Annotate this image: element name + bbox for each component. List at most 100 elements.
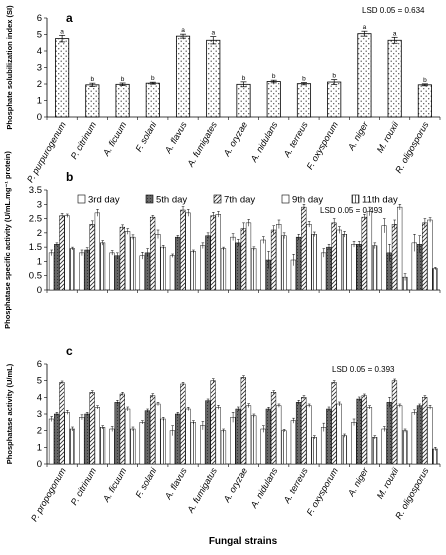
category-label: A. oryzae	[221, 466, 249, 505]
y-tick-label: 0	[37, 112, 42, 123]
bar	[336, 403, 342, 465]
bar	[366, 211, 373, 291]
bar	[230, 236, 236, 291]
bar	[320, 252, 327, 291]
bar	[422, 222, 428, 291]
category-label: F. solani	[133, 119, 159, 153]
bar	[356, 244, 362, 291]
bar	[85, 84, 100, 118]
bar	[391, 224, 398, 291]
y-tick-label: 3	[37, 63, 42, 74]
lsd-annotation: LSD 0.05 = 0.634	[362, 6, 425, 15]
bar	[402, 430, 408, 465]
bar	[89, 224, 95, 291]
category-label: A. terreus	[281, 120, 310, 160]
category-label: A. ficuum	[100, 120, 128, 159]
legend-swatch	[77, 194, 86, 204]
bar	[260, 239, 266, 291]
bar	[145, 82, 160, 118]
significance-letter: b	[91, 76, 95, 83]
category-label: P. purpurogenum	[25, 120, 68, 185]
bar	[341, 234, 348, 291]
legend-label: 3rd day	[88, 195, 120, 206]
bar	[230, 417, 236, 465]
bar	[175, 413, 181, 465]
category-label: F. oxysporum	[305, 466, 341, 518]
y-tick-label: 0.5	[29, 271, 42, 282]
bar	[306, 224, 312, 291]
bar	[357, 33, 372, 118]
bar	[251, 248, 257, 291]
significance-letter: a	[181, 27, 185, 34]
bar	[144, 252, 151, 291]
bar	[59, 215, 65, 291]
bar	[371, 245, 378, 291]
bar	[84, 249, 90, 291]
bar	[48, 418, 55, 465]
bar	[427, 407, 433, 465]
y-tick-label: 2.5	[29, 214, 42, 225]
bar	[160, 418, 166, 465]
legend-swatch	[145, 194, 154, 204]
bar	[59, 382, 65, 465]
y-tick-label: 2	[37, 79, 42, 90]
bar	[215, 214, 221, 291]
bar	[432, 268, 438, 291]
bar	[139, 255, 145, 291]
bar	[351, 244, 357, 291]
bar	[306, 405, 312, 465]
bar	[290, 420, 296, 465]
lsd-annotation: LSD 0.05 = 0.493	[320, 206, 383, 215]
y-tick-label: 2	[37, 426, 42, 437]
bar	[336, 229, 342, 291]
category-label: P. citrinum	[69, 466, 99, 507]
bar	[94, 212, 100, 291]
bar	[326, 408, 332, 465]
legend-label: 7th day	[224, 195, 255, 206]
bar	[155, 234, 161, 291]
bar	[210, 380, 216, 465]
category-label: R. oligosporus	[393, 466, 431, 521]
bar	[270, 392, 277, 465]
bar	[260, 428, 266, 465]
bar	[119, 226, 126, 291]
bar	[99, 427, 106, 465]
bar	[149, 216, 156, 291]
y-tick-label: 1.5	[29, 242, 42, 253]
significance-letter: b	[302, 76, 306, 83]
bar	[270, 229, 277, 291]
bar	[327, 81, 342, 118]
bar	[417, 84, 432, 118]
bar	[320, 427, 327, 465]
y-tick-label: 6	[37, 13, 42, 24]
bar	[397, 405, 403, 465]
bar	[190, 251, 196, 291]
category-label: A. flavus	[162, 120, 189, 156]
bar	[245, 405, 252, 465]
bar	[366, 407, 373, 465]
category-label: A. fumigates	[185, 120, 219, 170]
bar	[149, 395, 156, 465]
bar	[386, 402, 392, 465]
y-tick-label: 0	[37, 459, 42, 470]
y-tick-label: 2	[37, 228, 42, 239]
y-tick-label: 4	[37, 392, 42, 403]
y-tick-label: 1	[37, 442, 42, 453]
y-tick-label: 0	[37, 285, 42, 296]
category-label: F. solani	[133, 465, 159, 499]
category-label: A. niger	[345, 465, 370, 499]
category-label: A. oryzae	[221, 120, 249, 159]
bar	[89, 392, 95, 465]
bar	[144, 410, 151, 465]
bar	[311, 437, 317, 465]
bar	[64, 215, 70, 291]
bar	[276, 405, 282, 465]
bar	[206, 39, 221, 118]
category-label: F. oxysporum	[305, 120, 341, 172]
bar	[251, 415, 257, 465]
panel-label: b	[66, 170, 73, 184]
bar	[220, 430, 227, 465]
legend-label: 5th day	[156, 195, 187, 206]
